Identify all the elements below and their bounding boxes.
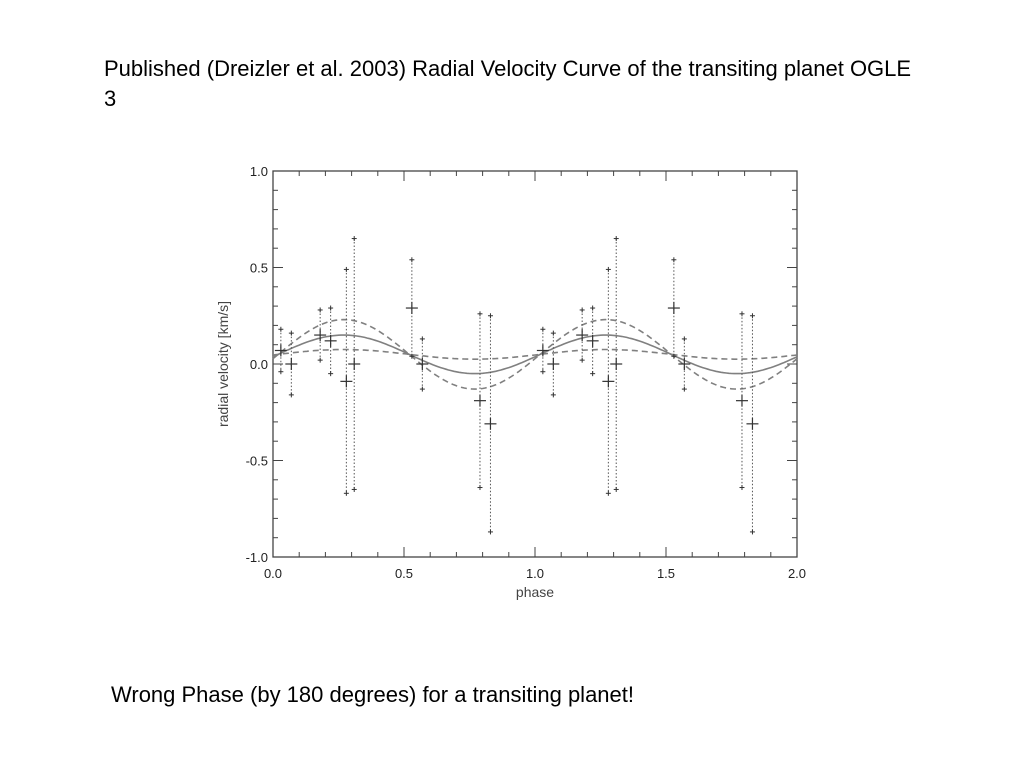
y-tick-label: 1.0 [250, 164, 268, 179]
model-curve-dashed [272, 318, 798, 390]
y-tick-label: -0.5 [246, 454, 268, 469]
model-curves [272, 318, 798, 390]
x-axis-label: phase [516, 584, 554, 600]
y-tick-label: 0.5 [250, 261, 268, 276]
y-tick-label: -1.0 [246, 550, 268, 565]
x-tick-label: 2.0 [788, 566, 806, 581]
data-points [274, 236, 759, 535]
x-tick-label: 1.0 [526, 566, 544, 581]
x-tick-label: 0.5 [395, 566, 413, 581]
slide-footer-note: Wrong Phase (by 180 degrees) for a trans… [111, 682, 635, 707]
model-curve-solid [272, 334, 798, 375]
y-tick-label: 0.0 [250, 357, 268, 372]
x-axis-ticks: 0.0 0.5 1.0 1.5 2.0 [264, 171, 806, 581]
y-axis-ticks: -1.0 -0.5 0.0 0.5 1.0 [246, 164, 797, 565]
x-tick-label: 0.0 [264, 566, 282, 581]
y-axis-label: radial velocity [km/s] [215, 301, 231, 427]
slide-title: Published (Dreizler et al. 2003) Radial … [104, 56, 912, 111]
model-curve-dashed [272, 348, 798, 360]
x-tick-label: 1.5 [657, 566, 675, 581]
